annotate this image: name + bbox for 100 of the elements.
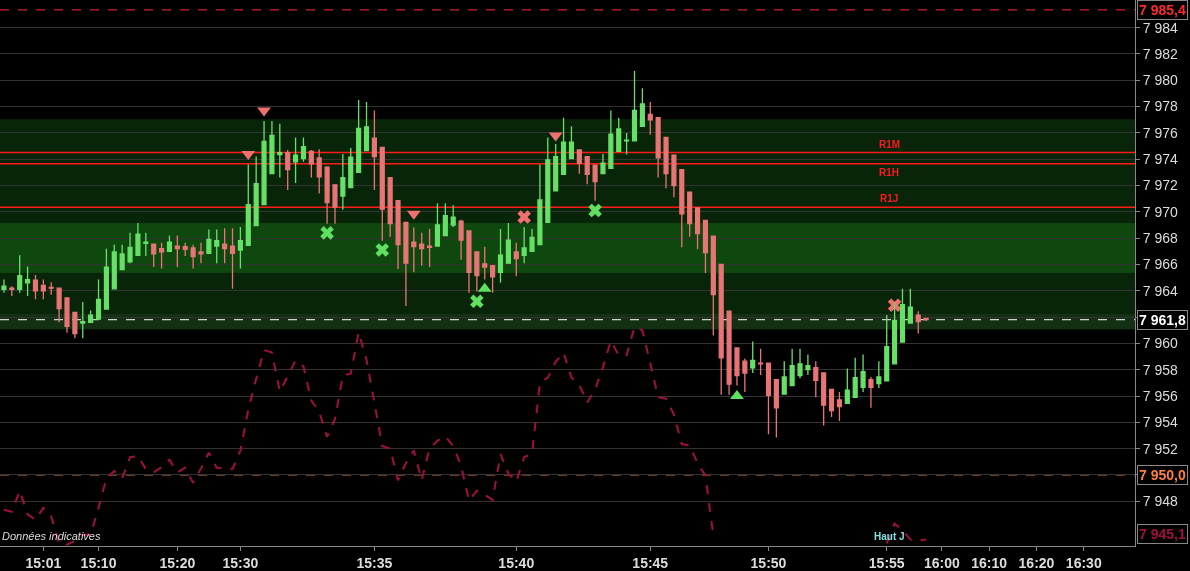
y-tick-label: 7 964 — [1142, 282, 1179, 299]
candlestick — [497, 228, 504, 284]
candlestick — [860, 353, 866, 393]
candlestick — [616, 117, 622, 152]
ref-line-label: 7 961,8 — [1139, 312, 1186, 328]
y-tick-label: 7 972 — [1142, 177, 1179, 194]
candlestick — [624, 132, 630, 156]
candlestick — [285, 149, 291, 191]
x-tick-label: 16:20 — [1018, 554, 1055, 571]
candlestick — [324, 166, 330, 225]
candlestick — [229, 227, 236, 290]
point — [887, 298, 902, 313]
candlestick — [718, 263, 724, 396]
candlestick — [222, 227, 228, 264]
candlestick — [844, 367, 850, 404]
candlestick — [553, 143, 559, 192]
candlestick — [742, 357, 748, 393]
candlestick — [892, 301, 898, 365]
candlestick — [111, 244, 117, 290]
candlestick — [411, 226, 417, 273]
candlestick — [95, 278, 102, 320]
candlestick — [127, 232, 133, 264]
candlestick — [1, 278, 7, 294]
y-tick-label: 7 974 — [1142, 151, 1179, 168]
x-tick-label: 15:10 — [80, 554, 117, 571]
candlestick — [608, 109, 614, 170]
x-tick-label: 16:00 — [923, 554, 960, 571]
candlestick — [9, 285, 15, 297]
y-tick-label: 7 958 — [1142, 361, 1179, 378]
x-tick-label: 15:55 — [868, 554, 905, 571]
y-tick-label: 7 984 — [1142, 19, 1179, 36]
candlestick — [308, 149, 314, 179]
x-tick-label: 15:30 — [222, 554, 259, 571]
candlestick — [789, 348, 795, 387]
point — [375, 243, 390, 257]
y-tick-label: 7 978 — [1142, 98, 1179, 115]
candlestick — [899, 288, 906, 343]
candlestick — [277, 123, 283, 179]
point — [517, 210, 531, 224]
x-tick-label: 15:50 — [750, 554, 787, 571]
candlestick — [300, 136, 307, 163]
ref-line-label: R1J — [880, 193, 899, 204]
candlestick — [773, 378, 779, 439]
candlestick — [387, 176, 393, 238]
candlestick — [198, 242, 204, 264]
y-tick-label: 7 980 — [1142, 72, 1179, 89]
x-tick-label: 15:01 — [25, 554, 62, 571]
point — [320, 226, 334, 240]
candlestick — [702, 219, 709, 274]
candlestick — [119, 244, 125, 271]
candlestick — [363, 101, 370, 152]
candlestick — [72, 311, 78, 339]
ref-line-label: R1M — [879, 139, 901, 150]
candlestick — [639, 87, 645, 127]
candlestick — [419, 232, 425, 267]
point — [257, 107, 271, 117]
x-tick-label: 15:45 — [632, 554, 669, 571]
candlestick — [505, 222, 511, 264]
candlestick — [458, 219, 464, 261]
candlestick — [836, 391, 843, 422]
x-tick-label: 15:20 — [159, 554, 196, 571]
candlestick — [371, 109, 377, 191]
candlestick — [576, 149, 582, 175]
x-tick-label: 16:10 — [971, 554, 1008, 571]
candlestick — [88, 309, 94, 323]
candlestick — [143, 232, 149, 257]
candlestick — [876, 360, 882, 389]
candlestick — [710, 235, 716, 337]
y-tick-label: 7 968 — [1142, 230, 1179, 247]
candlestick — [647, 101, 653, 136]
candlestick — [915, 310, 921, 335]
candlestick — [490, 265, 496, 294]
candlestick — [182, 242, 188, 257]
candlestick — [474, 251, 480, 293]
candlestick — [521, 226, 527, 264]
candlestick — [805, 353, 811, 376]
ref-line-label: R1H — [879, 167, 900, 178]
y-tick-label: 7 954 — [1142, 414, 1179, 431]
candlestick — [103, 248, 109, 310]
x-tick-label: 16:30 — [1065, 554, 1102, 571]
candlestick — [426, 228, 433, 268]
point — [470, 294, 484, 309]
candlestick — [190, 244, 196, 270]
y-tick-label: 7 960 — [1142, 335, 1179, 352]
candlestick — [56, 287, 62, 323]
candlestick — [403, 221, 409, 307]
candlestick — [828, 388, 835, 418]
candlestick — [64, 297, 70, 334]
candlestick — [655, 117, 661, 179]
candlestick — [884, 314, 890, 382]
candlestick — [340, 153, 346, 211]
candlestick — [679, 169, 685, 248]
candlestick — [80, 301, 86, 339]
y-tick-label: 7 966 — [1142, 256, 1179, 273]
ref-line-label: 7 950,0 — [1139, 467, 1186, 483]
candlestick — [758, 348, 764, 376]
y-tick-label: 7 970 — [1142, 203, 1179, 220]
candlestick — [592, 164, 598, 202]
candlestick — [166, 234, 173, 252]
candlestick — [482, 246, 488, 281]
